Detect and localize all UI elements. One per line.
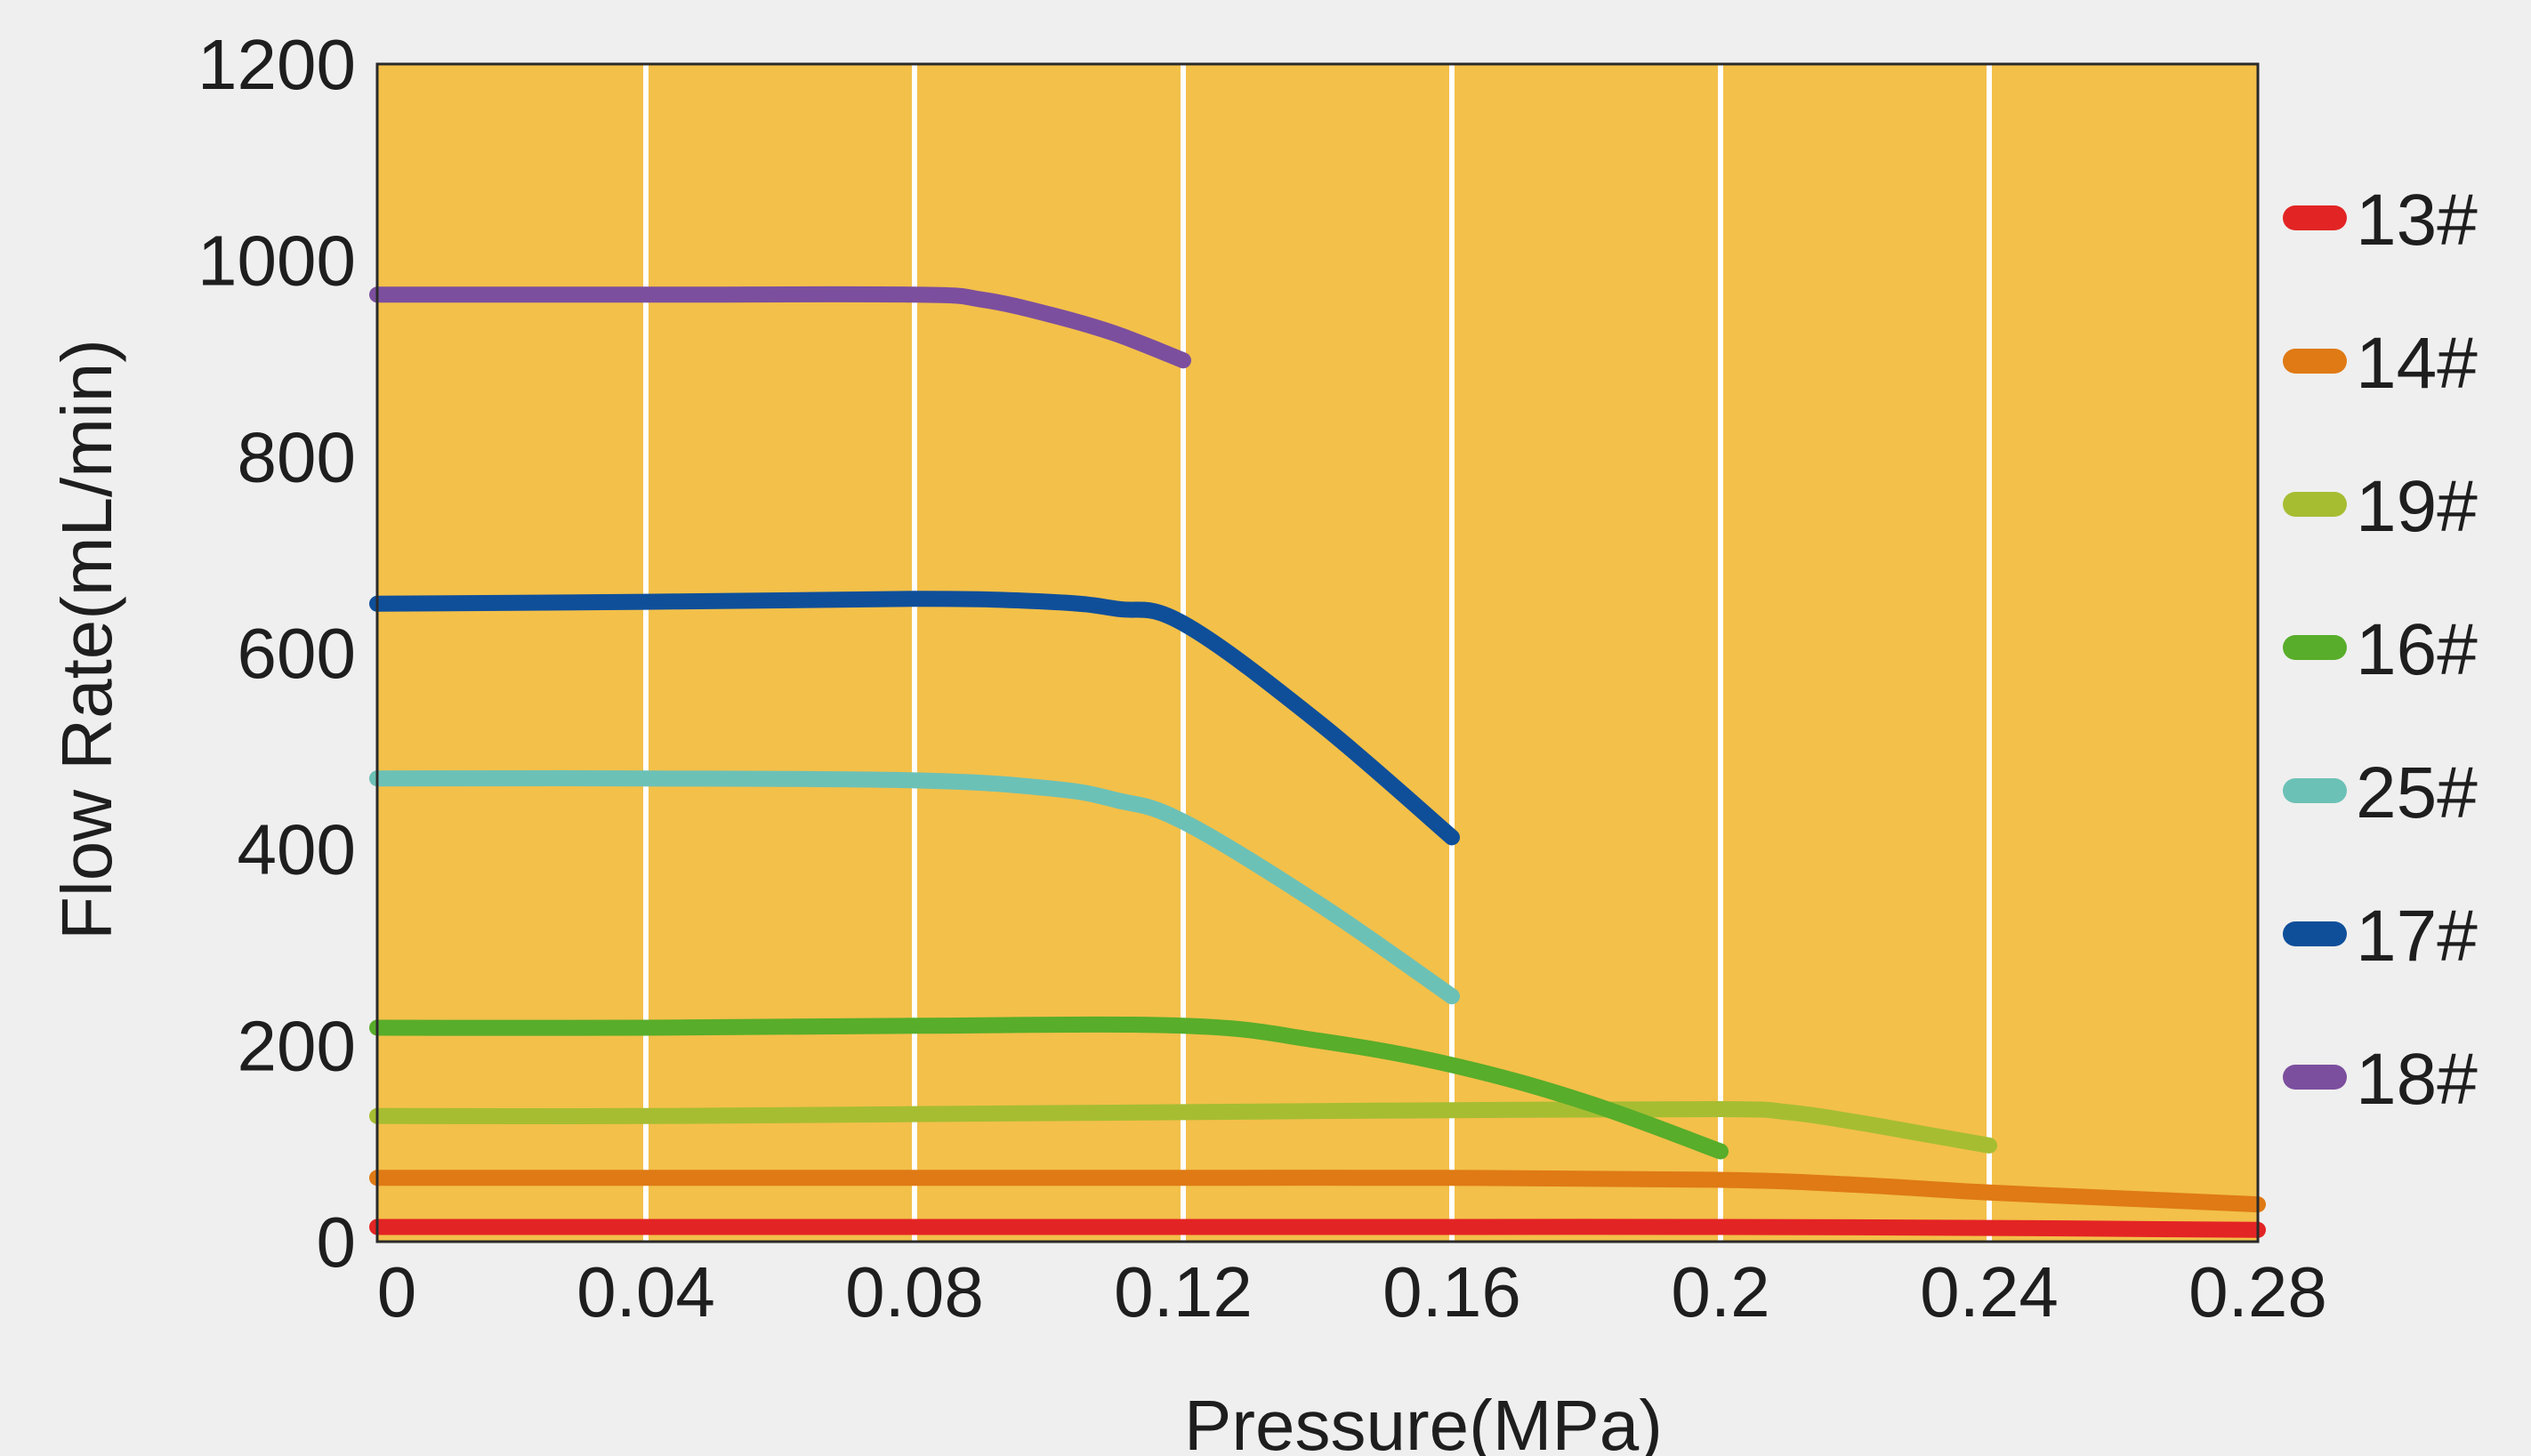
legend-label-13: 13# <box>2356 180 2478 261</box>
y-tick-label: 0 <box>317 1203 357 1282</box>
gridlines <box>643 64 1992 1242</box>
y-axis-ticks: 0 200 400 600 800 1000 1200 <box>197 25 356 1282</box>
y-tick-label: 1000 <box>197 221 356 301</box>
x-axis-ticks: 0 0.04 0.08 0.12 0.16 0.2 0.24 0.28 <box>377 1252 2327 1331</box>
series-line-13 <box>369 1219 2266 1238</box>
series-line-18 <box>369 286 1191 369</box>
y-tick-label: 1200 <box>197 25 356 104</box>
x-tick-label: 0.04 <box>576 1252 715 1331</box>
plot-area <box>377 64 2258 1242</box>
legend-label-14: 14# <box>2356 323 2478 404</box>
y-tick-label: 600 <box>238 614 356 693</box>
x-tick-label: 0.16 <box>1382 1252 1521 1331</box>
legend-label-25: 25# <box>2356 752 2478 833</box>
plot-frame <box>375 62 2260 1243</box>
x-tick-label: 0.08 <box>845 1252 984 1331</box>
series-lines <box>369 286 2266 1238</box>
series-line-16 <box>369 1016 1729 1160</box>
x-tick-label: 0.2 <box>1671 1252 1769 1331</box>
legend-label-16: 16# <box>2356 609 2478 690</box>
series-line-25 <box>369 770 1460 1005</box>
legend-label-19: 19# <box>2356 466 2478 547</box>
x-tick-label: 0.28 <box>2188 1252 2327 1331</box>
series-line-14 <box>369 1170 2266 1213</box>
x-tick-label: 0.24 <box>1920 1252 2059 1331</box>
x-tick-label: 0 <box>377 1252 417 1331</box>
x-axis-label: Pressure(MPa) <box>1184 1386 1663 1456</box>
y-tick-label: 800 <box>238 417 356 496</box>
y-tick-label: 400 <box>238 810 356 889</box>
legend-label-18: 18# <box>2356 1039 2478 1120</box>
y-tick-label: 200 <box>238 1006 356 1085</box>
x-tick-label: 0.12 <box>1114 1252 1253 1331</box>
legend-label-17: 17# <box>2356 896 2478 977</box>
series-line-17 <box>369 591 1460 846</box>
y-axis-label: Flow Rate(mL/min) <box>47 339 126 940</box>
legend: 13# 14# 19# 16# 25# 17# 18# <box>2283 180 2478 1120</box>
series-line-19 <box>369 1100 1997 1154</box>
